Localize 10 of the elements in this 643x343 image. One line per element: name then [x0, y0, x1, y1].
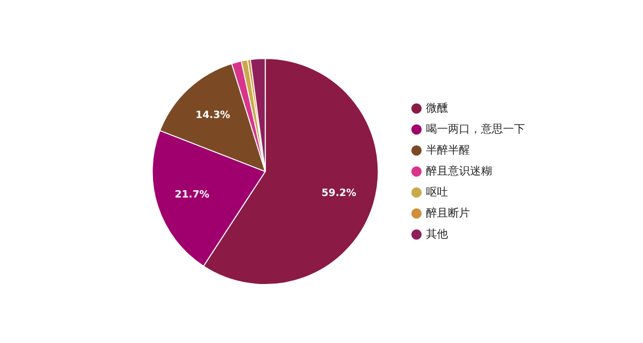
- legend-label: 半醉半醒: [426, 143, 470, 156]
- data-label: 21.7%: [174, 190, 210, 201]
- legend-label: 喝一两口，意思一下: [426, 122, 525, 136]
- data-label: 14.3%: [195, 110, 230, 121]
- legend-label: 呕吐: [426, 185, 448, 198]
- legend-label: 醉且断片: [426, 206, 470, 220]
- data-label: 59.2%: [322, 188, 356, 199]
- legend-label: 其他: [426, 227, 448, 240]
- legend-label: 醉且意识迷糊: [426, 164, 492, 178]
- legend-label: 微醺: [426, 101, 448, 114]
